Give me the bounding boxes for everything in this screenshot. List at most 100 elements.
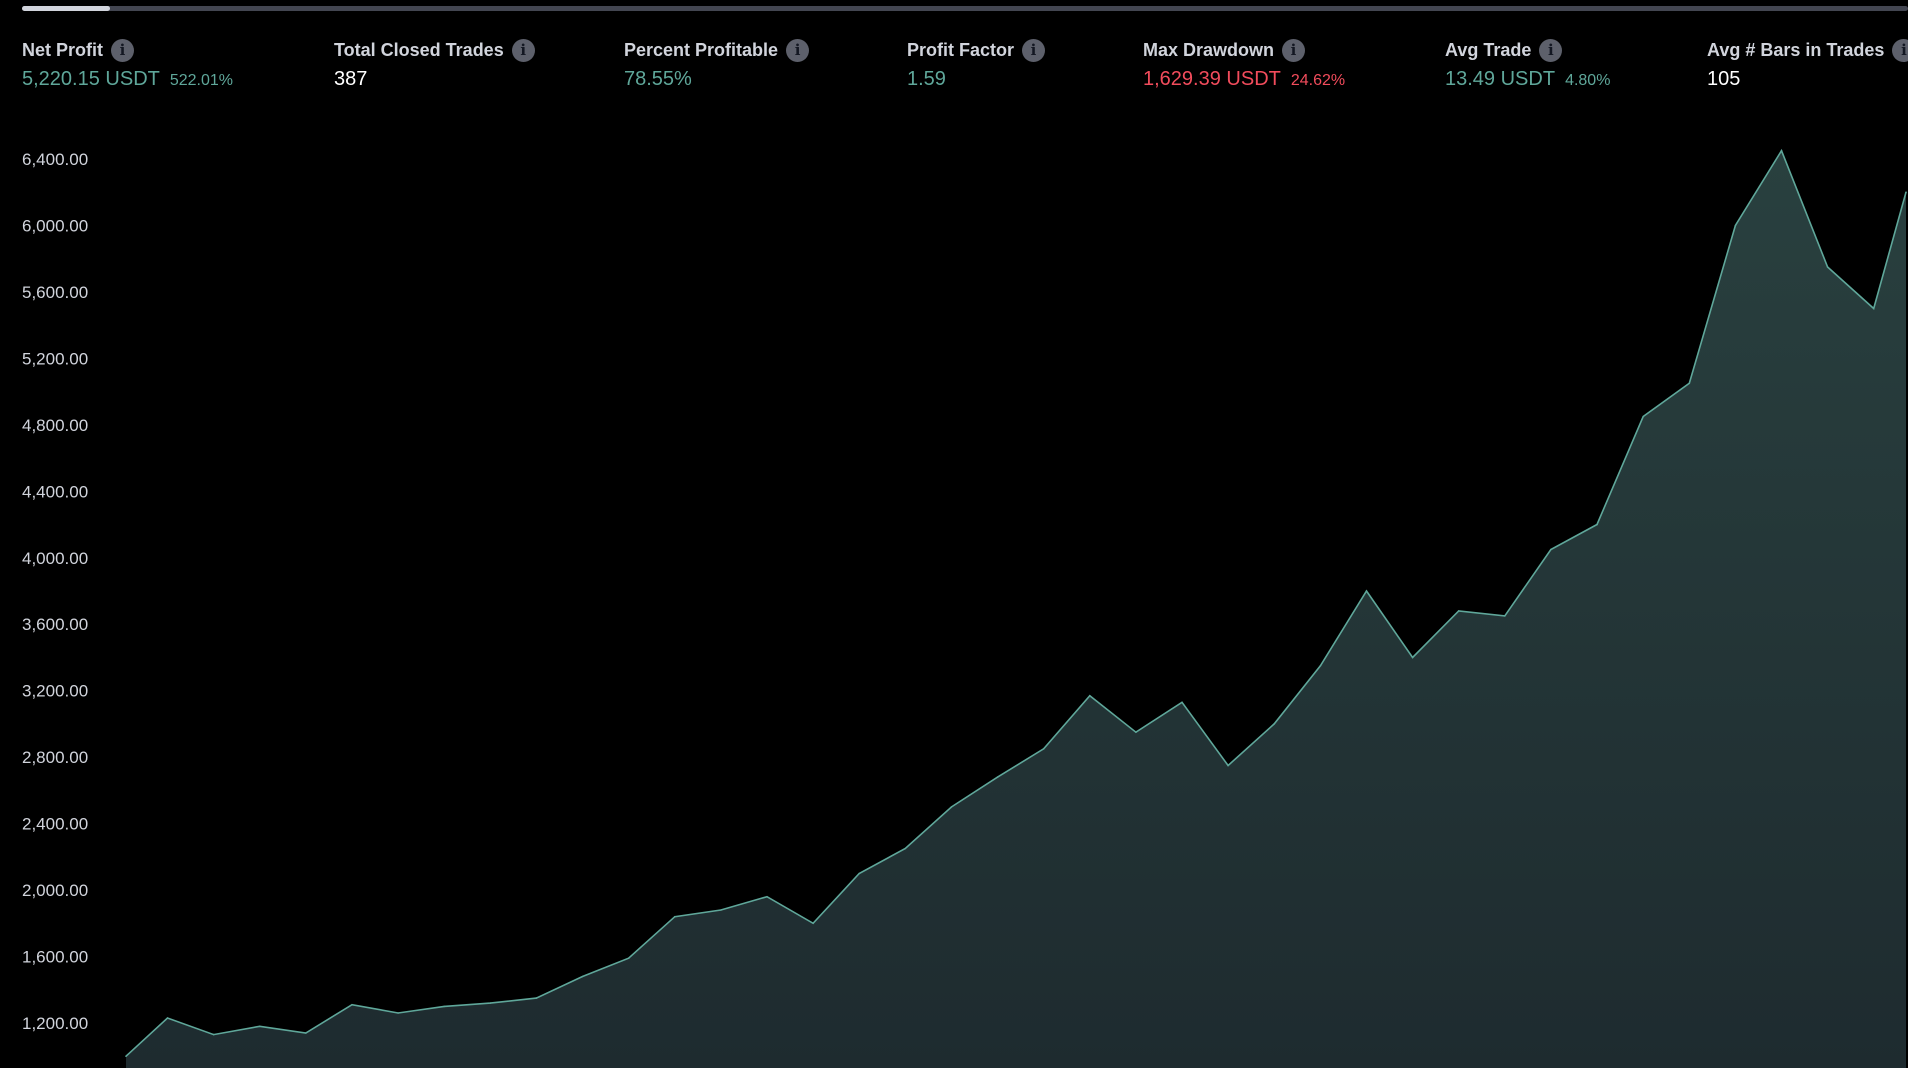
equity-point xyxy=(1319,665,1322,667)
metric-label-text: Percent Profitable xyxy=(624,39,779,60)
scrollbar-thumb[interactable] xyxy=(22,6,110,11)
metric-label: Avg Trade i xyxy=(1445,38,1610,62)
y-tick-label: 6,400.00 xyxy=(22,150,88,169)
metric-value-percent: 4.80% xyxy=(1565,72,1611,89)
metric-value-main: 13.49 USDT xyxy=(1445,68,1556,90)
y-tick-label: 3,600.00 xyxy=(22,615,88,634)
equity-point xyxy=(1596,523,1598,526)
y-tick-label: 4,800.00 xyxy=(22,416,88,435)
equity-point xyxy=(397,1012,399,1014)
info-icon[interactable]: i xyxy=(1022,38,1046,62)
equity-point xyxy=(1734,224,1737,227)
equity-point xyxy=(1089,694,1091,697)
equity-point xyxy=(1780,149,1783,152)
metric-label-text: Avg # Bars in Trades xyxy=(1707,39,1885,60)
equity-point xyxy=(305,1032,307,1034)
metric-label: Total Closed Trades i xyxy=(334,38,535,62)
y-tick-label: 5,600.00 xyxy=(22,283,88,302)
equity-point xyxy=(812,922,814,925)
info-icon[interactable]: i xyxy=(511,38,535,62)
metric-value-main: 1.59 xyxy=(907,68,946,90)
equity-point xyxy=(1905,191,1907,193)
y-tick-label: 5,200.00 xyxy=(22,349,88,368)
metric-avg-trade: Avg Trade i 13.49 USDT 4.80% xyxy=(1445,38,1610,92)
metric-label-text: Max Drawdown xyxy=(1143,39,1275,60)
info-icon[interactable]: i xyxy=(1282,38,1306,62)
equity-point xyxy=(489,1002,492,1004)
info-icon[interactable]: i xyxy=(1539,38,1563,62)
equity-point xyxy=(950,806,953,808)
y-tick-label: 2,400.00 xyxy=(22,815,88,834)
y-tick-label: 1,200.00 xyxy=(22,1014,88,1033)
metric-value: 1,629.39 USDT 24.62% xyxy=(1143,66,1345,92)
metric-label: Max Drawdown i xyxy=(1143,38,1345,62)
metric-label: Net Profit i xyxy=(22,38,233,62)
equity-point xyxy=(212,1033,215,1036)
metric-total-closed-trades: Total Closed Trades i 387 xyxy=(334,38,535,92)
equity-point xyxy=(535,997,538,999)
equity-point xyxy=(1642,415,1644,418)
y-tick-label: 2,000.00 xyxy=(22,881,88,900)
metric-label: Profit Factor i xyxy=(907,38,1046,62)
equity-point xyxy=(1135,731,1137,733)
equity-line xyxy=(125,148,1907,1057)
equity-point xyxy=(1411,656,1414,659)
metric-profit-factor: Profit Factor i 1.59 xyxy=(907,38,1046,92)
info-icon[interactable]: i xyxy=(786,38,810,62)
metric-label-text: Avg Trade xyxy=(1445,39,1532,60)
y-tick-label: 6,000.00 xyxy=(22,216,88,235)
y-tick-label: 2,800.00 xyxy=(22,748,88,767)
metric-value: 13.49 USDT 4.80% xyxy=(1445,66,1610,92)
equity-point xyxy=(166,1017,169,1019)
metric-value-main: 5,220.15 USDT xyxy=(22,68,160,90)
metric-value: 387 xyxy=(334,66,535,92)
equity-point xyxy=(1042,748,1045,750)
equity-point xyxy=(858,872,860,875)
metric-value-main: 105 xyxy=(1707,68,1741,90)
equity-point xyxy=(1181,701,1183,704)
metric-label-text: Profit Factor xyxy=(907,39,1015,60)
y-tick-label: 1,600.00 xyxy=(22,948,88,967)
y-tick-label: 4,000.00 xyxy=(22,549,88,568)
equity-point xyxy=(1550,548,1552,551)
equity-point xyxy=(1227,764,1229,767)
metric-value: 105 xyxy=(1707,66,1908,92)
equity-area xyxy=(126,150,1906,1068)
equity-point xyxy=(443,1005,446,1008)
equity-point xyxy=(904,847,907,850)
metric-label: Avg # Bars in Trades i xyxy=(1707,38,1908,62)
equity-point xyxy=(351,1003,353,1006)
equity-point xyxy=(581,975,584,978)
equity-point xyxy=(125,1055,127,1057)
metric-label-text: Total Closed Trades xyxy=(334,39,504,60)
y-tick-label: 3,200.00 xyxy=(22,682,88,701)
metric-value-main: 387 xyxy=(334,68,368,90)
equity-point xyxy=(766,895,768,898)
metric-value: 1.59 xyxy=(907,66,1045,92)
equity-point xyxy=(674,915,676,918)
equity-point xyxy=(996,776,999,778)
equity-point xyxy=(1273,723,1275,725)
equity-point xyxy=(720,909,722,911)
info-icon[interactable]: i xyxy=(111,38,134,62)
equity-point xyxy=(1872,307,1875,310)
y-tick-label: 4,400.00 xyxy=(22,482,88,501)
equity-point xyxy=(258,1025,261,1028)
metric-label-text: Net Profit xyxy=(22,39,103,60)
metric-percent-profitable: Percent Profitable i 78.55% xyxy=(624,38,810,92)
metric-avg-bars-in-trades: Avg # Bars in Trades i 105 xyxy=(1707,38,1908,92)
equity-point xyxy=(1504,615,1506,617)
metric-value-percent: 522.01% xyxy=(169,72,234,89)
metric-value-main: 1,629.39 USDT xyxy=(1143,68,1281,90)
info-icon[interactable]: i xyxy=(1892,38,1908,62)
metric-value-main: 78.55% xyxy=(624,68,692,90)
metric-value: 5,220.15 USDT 522.01% xyxy=(22,66,233,92)
equity-point xyxy=(1688,382,1691,385)
equity-point xyxy=(1457,610,1460,612)
equity-point xyxy=(1365,590,1368,592)
equity-chart: 1,200.00 1,600.00 2,000.00 2,400.00 2,800.00… xyxy=(22,148,1907,1068)
metric-net-profit: Net Profit i 5,220.15 USDT 522.01% xyxy=(22,38,233,92)
y-axis: 1,200.00 1,600.00 2,000.00 2,400.00 2,800.00… xyxy=(22,150,88,1033)
equity-point xyxy=(1826,266,1829,268)
top-scrollbar[interactable] xyxy=(22,6,1908,11)
